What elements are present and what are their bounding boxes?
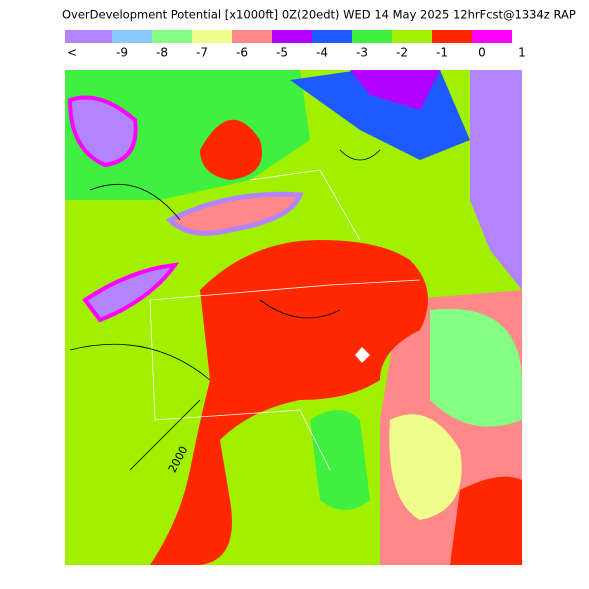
colorbar-label: -8 xyxy=(156,46,168,60)
field-purple xyxy=(67,95,138,168)
colorbar-swatch xyxy=(432,30,472,43)
colorbar-swatch xyxy=(272,30,312,43)
field-green xyxy=(430,308,522,427)
field-red xyxy=(450,476,522,565)
colorbar-swatch xyxy=(392,30,432,43)
field-red xyxy=(200,119,262,180)
colorbar-label: -9 xyxy=(116,46,128,60)
field-purple xyxy=(82,262,180,323)
colorbar-swatch xyxy=(312,30,352,43)
colorbar-label: -1 xyxy=(436,46,448,60)
colorbar-swatch xyxy=(472,30,512,43)
field-pink xyxy=(165,191,304,236)
state-border xyxy=(149,169,421,471)
title: OverDevelopment Potential [x1000ft] 0Z(2… xyxy=(62,8,576,22)
colorbar-label: 0 xyxy=(478,46,486,60)
colorbar-label: -7 xyxy=(196,46,208,60)
colorbar-swatch xyxy=(65,30,112,43)
colorbar-swatch xyxy=(352,30,392,43)
colorbar-swatch xyxy=(232,30,272,43)
colorbar-swatch xyxy=(192,30,232,43)
field-green xyxy=(310,410,370,510)
colorbar-label: < xyxy=(67,46,77,60)
colorbar-label: -3 xyxy=(356,46,368,60)
colorbar-label: -2 xyxy=(396,46,408,60)
map-area: 2000 xyxy=(65,70,522,565)
field-red xyxy=(150,240,428,565)
field-yellow xyxy=(389,414,462,520)
field-violet xyxy=(350,70,440,110)
colorbar: < -9 -8 -7 -6 -5 -4 -3 -2 -1 0 1 xyxy=(65,30,526,60)
contour xyxy=(69,149,381,471)
colorbar-swatch xyxy=(112,30,152,43)
colorbar-label: 1 xyxy=(518,46,526,60)
marker xyxy=(355,347,370,363)
colorbar-label: -6 xyxy=(236,46,248,60)
colorbar-label: -4 xyxy=(316,46,328,60)
colorbar-swatch xyxy=(152,30,192,43)
colorbar-label: -5 xyxy=(276,46,288,60)
field-lavender xyxy=(470,70,522,290)
